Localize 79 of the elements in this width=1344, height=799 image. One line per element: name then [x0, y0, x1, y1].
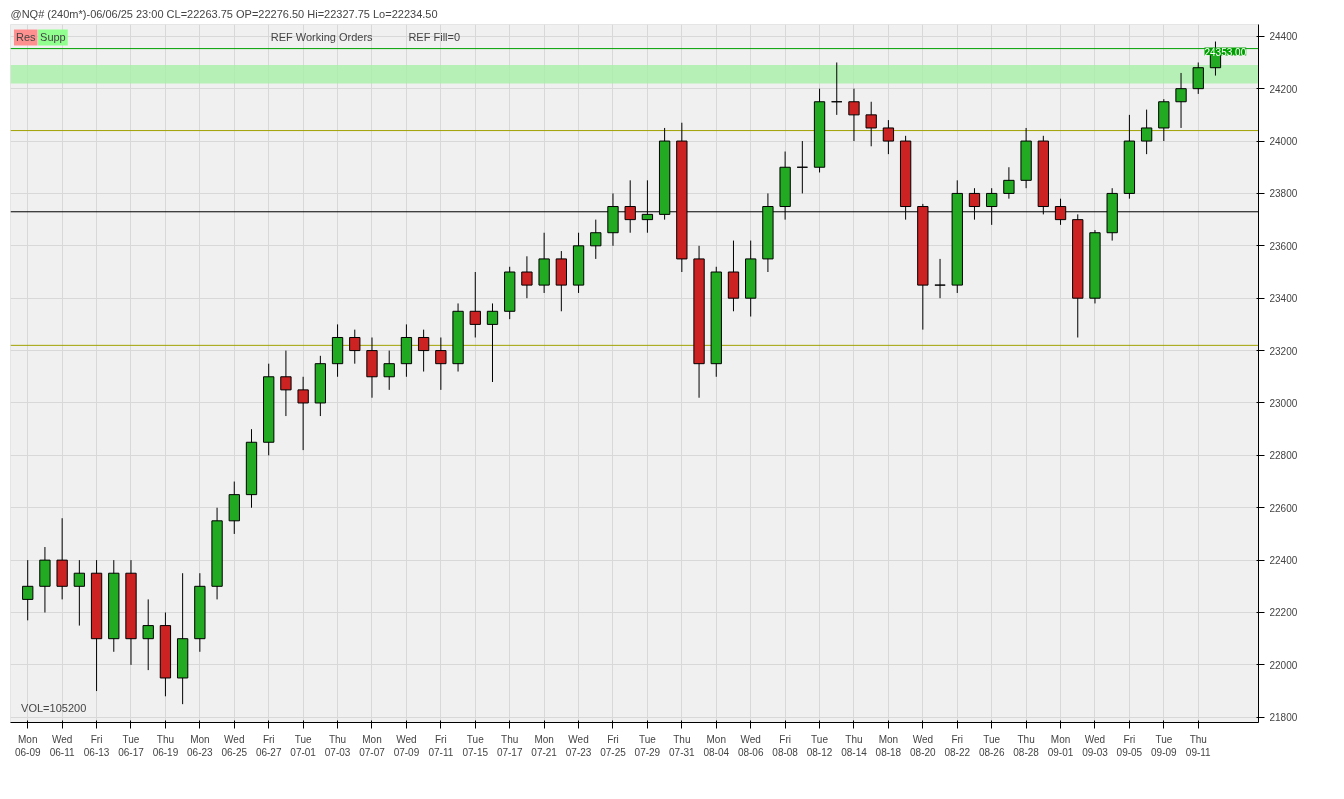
x-tick-label: Thu 08-28	[1013, 733, 1040, 758]
x-tick-label: Wed 06-11	[49, 733, 75, 758]
annotation: REF Fill=0	[408, 31, 461, 44]
candlestick	[297, 376, 309, 451]
y-tick-label: 23000	[1269, 397, 1298, 409]
candlestick	[521, 255, 533, 299]
y-tick-label: 23200	[1269, 345, 1298, 357]
candlestick	[349, 329, 361, 365]
x-tick-label: Mon 07-21	[531, 733, 558, 758]
candlestick	[590, 219, 602, 260]
candlestick	[934, 258, 946, 299]
x-tick-label: Mon 06-23	[187, 733, 214, 758]
y-tick-label: 24400	[1269, 31, 1298, 43]
x-tick-label: Fri 06-13	[83, 733, 110, 758]
x-tick-label: Fri 09-05	[1116, 733, 1143, 758]
y-tick-label: 23800	[1269, 188, 1298, 200]
x-tick-label: Thu 09-11	[1185, 733, 1212, 758]
x-tick-label: Tue 07-01	[290, 733, 317, 758]
x-tick-label: Mon 08-18	[875, 733, 902, 758]
x-tick-label: Tue 07-15	[462, 733, 489, 758]
annotation: REF Working Orders	[270, 31, 374, 44]
x-tick-label: Wed 08-20	[910, 733, 937, 758]
annotation: Res	[15, 31, 36, 44]
x-tick-label: Fri 07-25	[600, 733, 627, 758]
candlestick	[865, 101, 877, 147]
x-tick-label: Fri 06-27	[255, 733, 282, 758]
x-tick-label: Thu 07-03	[324, 733, 351, 758]
x-tick-label: Mon 07-07	[359, 733, 386, 758]
candlestick	[882, 119, 895, 155]
y-tick-label: 23400	[1269, 293, 1298, 305]
candlestick	[831, 61, 843, 116]
x-tick-label: Wed 07-23	[565, 733, 592, 758]
x-tick-label: Mon 06-09	[14, 733, 41, 758]
x-tick-label: Thu 08-14	[841, 733, 868, 758]
x-tick-label: Tue 06-17	[118, 733, 145, 758]
x-tick-label: Wed 07-09	[393, 733, 420, 758]
x-tick-label: Wed 08-06	[737, 733, 764, 758]
candlestick	[469, 271, 481, 338]
y-tick-label: 24000	[1269, 136, 1298, 148]
candlestick	[142, 598, 154, 671]
x-tick-label: Mon 08-04	[703, 733, 730, 758]
candlestick	[383, 350, 395, 391]
x-tick-label: Thu 07-17	[496, 733, 523, 758]
y-tick-label: 24200	[1269, 83, 1298, 95]
y-tick-label: 22600	[1269, 502, 1298, 514]
y-tick-label: 22000	[1269, 659, 1298, 671]
x-tick-label: Wed 09-03	[1082, 733, 1109, 758]
x-tick-label: Fri 08-08	[772, 733, 799, 758]
candlestick	[1192, 61, 1204, 95]
x-tick-label: Wed 06-25	[221, 733, 248, 758]
y-tick-label: 22400	[1269, 555, 1298, 567]
x-tick-label: Thu 06-19	[152, 733, 179, 758]
candlestick	[486, 302, 499, 383]
y-tick-label: 22200	[1269, 607, 1298, 619]
candlestick	[417, 329, 430, 373]
x-tick-label: Fri 08-22	[944, 733, 971, 758]
candlestick	[1140, 109, 1153, 155]
candlestick	[22, 559, 34, 621]
candlestick	[1175, 72, 1187, 129]
y-tick-label: 22800	[1269, 450, 1298, 462]
x-tick-label: Tue 08-26	[978, 733, 1005, 758]
x-tick-label: Tue 08-12	[806, 733, 833, 758]
x-tick-label: Tue 09-09	[1151, 733, 1178, 758]
candlestick	[73, 559, 86, 627]
chart-title: @NQ# (240m*)-06/06/25 23:00 CL=22263.75 OP=22276.50 Hi=22327.75 Lo=22234.50	[10, 7, 438, 20]
candlestick	[1003, 166, 1015, 200]
annotation: VOL=105200	[21, 701, 87, 714]
x-tick-label: Fri 07-11	[428, 733, 454, 758]
ref-line-label: 24353.00	[1204, 46, 1247, 58]
candlestick	[848, 88, 860, 142]
x-tick-label: Mon 09-01	[1047, 733, 1074, 758]
candlestick	[280, 350, 292, 417]
x-tick-label: Tue 07-29	[634, 733, 661, 758]
annotation: Supp	[40, 31, 66, 44]
y-tick-label: 21800	[1269, 712, 1298, 724]
candlestick	[435, 336, 447, 391]
candlestick	[796, 140, 808, 194]
x-tick-label: Thu 07-31	[669, 733, 696, 758]
y-tick-label: 23600	[1269, 240, 1298, 252]
